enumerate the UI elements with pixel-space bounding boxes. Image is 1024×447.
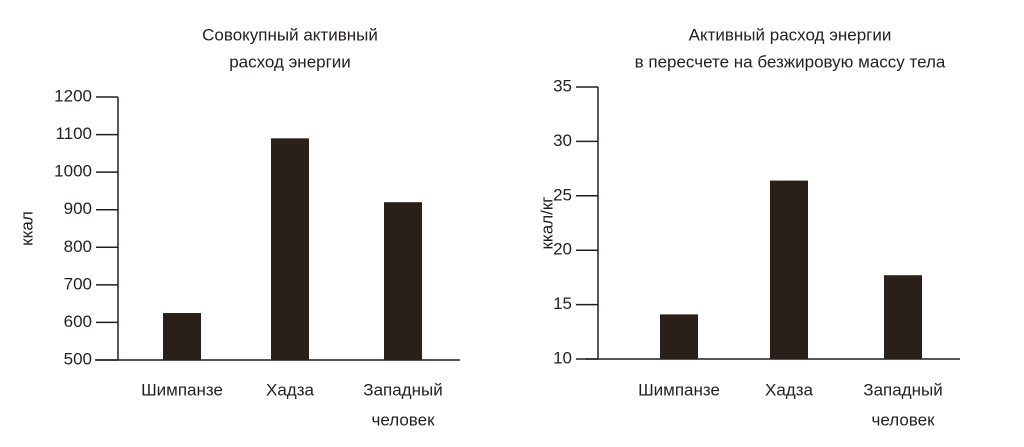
x-tick-label: Шимпанзе — [638, 380, 720, 399]
bar — [884, 275, 922, 359]
y-tick-label: 10 — [553, 348, 572, 367]
y-tick-label: 1000 — [54, 162, 92, 181]
y-tick-label: 800 — [64, 237, 92, 256]
bar — [271, 138, 309, 360]
y-axis-label: ккал — [17, 211, 36, 246]
y-tick-label: 20 — [553, 240, 572, 259]
bar — [163, 313, 201, 360]
y-axis-label: ккал/кг — [537, 197, 556, 250]
y-tick-label: 900 — [64, 199, 92, 218]
y-tick-label: 1200 — [54, 86, 92, 105]
x-tick-label: человек — [371, 410, 435, 429]
bar — [770, 180, 808, 359]
chart-title: в пересчете на безжировую массу тела — [635, 52, 946, 71]
y-tick-label: 15 — [553, 294, 572, 313]
x-tick-label: Западный — [363, 380, 442, 399]
chart-title: Активный расход энергии — [689, 25, 892, 44]
y-tick-label: 1100 — [55, 124, 92, 143]
x-tick-label: Хадза — [266, 380, 315, 399]
y-tick-label: 25 — [553, 185, 572, 204]
bar — [660, 314, 698, 359]
bar — [384, 202, 422, 360]
chart-title: расход энергии — [229, 52, 351, 71]
y-tick-label: 30 — [553, 131, 572, 150]
x-tick-label: Хадза — [765, 380, 814, 399]
y-tick-label: 600 — [64, 312, 92, 331]
y-tick-label: 35 — [553, 76, 572, 95]
x-tick-label: человек — [871, 410, 935, 429]
x-tick-label: Шимпанзе — [141, 380, 223, 399]
chart-title: Совокупный активный — [202, 25, 378, 44]
y-tick-label: 500 — [64, 349, 92, 368]
x-tick-label: Западный — [863, 380, 942, 399]
y-tick-label: 700 — [64, 274, 92, 293]
